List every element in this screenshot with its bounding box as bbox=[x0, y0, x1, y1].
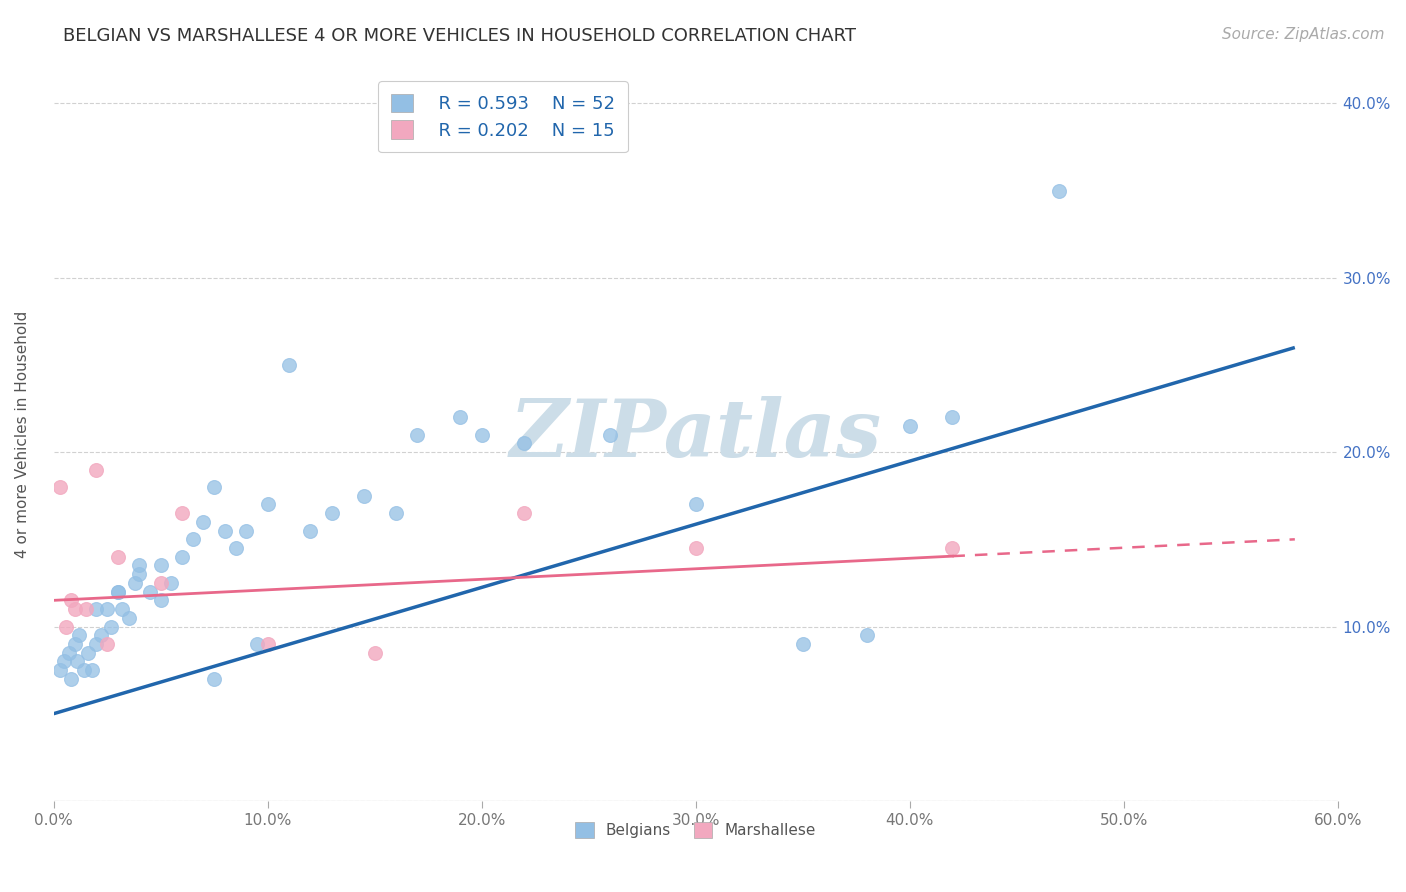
Point bbox=[107, 549, 129, 564]
Point bbox=[149, 575, 172, 590]
Point bbox=[256, 498, 278, 512]
Point bbox=[59, 593, 82, 607]
Point bbox=[299, 524, 322, 538]
Legend: Belgians, Marshallese: Belgians, Marshallese bbox=[569, 816, 823, 845]
Point bbox=[278, 358, 301, 372]
Point bbox=[67, 628, 90, 642]
Point bbox=[86, 602, 108, 616]
Point bbox=[111, 602, 134, 616]
Point bbox=[406, 427, 429, 442]
Point bbox=[941, 410, 963, 425]
Point bbox=[59, 672, 82, 686]
Point bbox=[685, 541, 707, 555]
Point bbox=[471, 427, 494, 442]
Y-axis label: 4 or more Vehicles in Household: 4 or more Vehicles in Household bbox=[15, 311, 30, 558]
Point bbox=[96, 602, 118, 616]
Point bbox=[792, 637, 814, 651]
Text: ZIPatlas: ZIPatlas bbox=[509, 396, 882, 474]
Point bbox=[86, 637, 108, 651]
Text: Source: ZipAtlas.com: Source: ZipAtlas.com bbox=[1222, 27, 1385, 42]
Point bbox=[128, 558, 150, 573]
Point bbox=[107, 584, 129, 599]
Point bbox=[856, 628, 879, 642]
Point bbox=[49, 663, 72, 677]
Point bbox=[1049, 184, 1071, 198]
Point bbox=[235, 524, 257, 538]
Point bbox=[55, 619, 77, 633]
Point bbox=[941, 541, 963, 555]
Point bbox=[225, 541, 247, 555]
Point bbox=[385, 506, 408, 520]
Point bbox=[90, 628, 112, 642]
Point bbox=[321, 506, 343, 520]
Point bbox=[149, 593, 172, 607]
Point bbox=[170, 549, 193, 564]
Point bbox=[66, 654, 89, 668]
Point bbox=[214, 524, 236, 538]
Point bbox=[96, 637, 118, 651]
Point bbox=[63, 602, 86, 616]
Point bbox=[76, 646, 98, 660]
Point bbox=[49, 480, 72, 494]
Point bbox=[246, 637, 269, 651]
Point bbox=[117, 611, 139, 625]
Point bbox=[513, 506, 536, 520]
Point bbox=[139, 584, 162, 599]
Point bbox=[170, 506, 193, 520]
Point bbox=[181, 533, 204, 547]
Point bbox=[86, 462, 108, 476]
Point bbox=[513, 436, 536, 450]
Point bbox=[599, 427, 621, 442]
Point bbox=[128, 567, 150, 582]
Point bbox=[53, 654, 76, 668]
Point bbox=[75, 602, 97, 616]
Point bbox=[898, 419, 921, 434]
Point bbox=[449, 410, 471, 425]
Point bbox=[202, 672, 225, 686]
Point bbox=[107, 584, 129, 599]
Point bbox=[685, 498, 707, 512]
Point bbox=[202, 480, 225, 494]
Point bbox=[149, 558, 172, 573]
Point bbox=[160, 575, 183, 590]
Point bbox=[63, 637, 86, 651]
Point bbox=[193, 515, 215, 529]
Point bbox=[363, 646, 385, 660]
Point bbox=[82, 663, 104, 677]
Point bbox=[72, 663, 94, 677]
Text: BELGIAN VS MARSHALLESE 4 OR MORE VEHICLES IN HOUSEHOLD CORRELATION CHART: BELGIAN VS MARSHALLESE 4 OR MORE VEHICLE… bbox=[63, 27, 856, 45]
Point bbox=[256, 637, 278, 651]
Point bbox=[353, 489, 375, 503]
Point bbox=[100, 619, 122, 633]
Point bbox=[124, 575, 146, 590]
Point bbox=[58, 646, 80, 660]
